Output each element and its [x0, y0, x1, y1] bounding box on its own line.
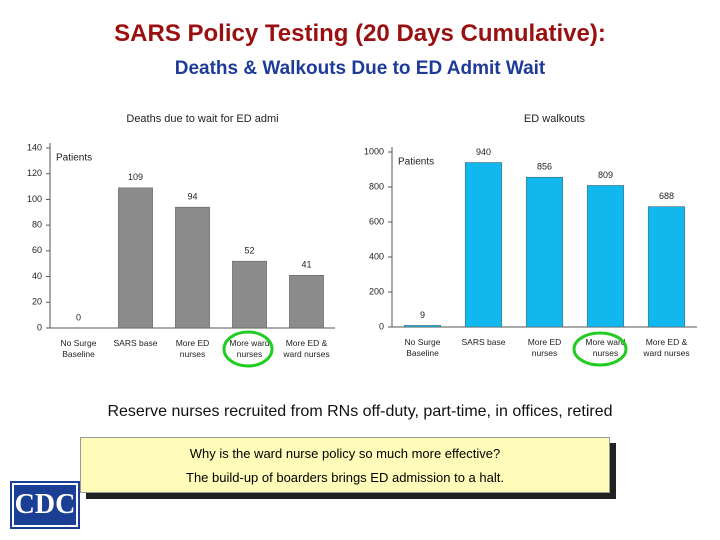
y-tick-label: 80	[32, 220, 42, 230]
data-label: 688	[659, 191, 674, 201]
highlight-ellipse	[572, 331, 628, 367]
chart-panel: Deaths due to wait for ED admi Patients 0 2…	[15, 100, 360, 380]
bar	[289, 275, 324, 329]
callout-line: The build-up of boarders brings ED admis…	[186, 470, 504, 485]
data-label: 109	[128, 172, 143, 182]
x-tick-label: SARS base	[461, 337, 506, 347]
bar	[118, 187, 153, 329]
bar	[403, 325, 442, 328]
data-label: 41	[301, 260, 311, 270]
y-tick-label: 200	[369, 286, 384, 296]
y-tick-label: 100	[27, 194, 42, 204]
x-tick-label: More ward nurses	[229, 338, 270, 359]
bar	[175, 206, 210, 329]
x-tick-label: More ED nurses	[175, 338, 210, 359]
data-label: 940	[476, 147, 491, 157]
data-label: 0	[76, 312, 81, 322]
y-tick-label: 20	[32, 297, 42, 307]
x-tick-label: More ward nurses	[585, 337, 626, 358]
bar	[586, 185, 625, 328]
y-tick-label: 400	[369, 251, 384, 261]
data-label: 856	[537, 162, 552, 172]
callout-box: Why is the ward nurse policy so much mor…	[80, 437, 610, 493]
y-tick-label: 120	[27, 168, 42, 178]
y-tick-label: 140	[27, 142, 42, 152]
bar	[232, 260, 267, 329]
x-tick-label: No Surge Baseline	[404, 337, 441, 358]
x-tick-label: More ED nurses	[527, 337, 562, 358]
y-tick-label: 60	[32, 245, 42, 255]
y-tick-label: 0	[379, 321, 384, 331]
chart: ED walkouts Patients 0 200 400 600 800 1000 9 940…	[364, 113, 697, 331]
y-tick-label: 800	[369, 181, 384, 191]
chart-panel: ED walkouts Patients 0 200 400 600 800 1000 9 940…	[362, 100, 702, 380]
x-tick-label: More ED & ward nurses	[283, 338, 330, 359]
data-label: 52	[244, 246, 254, 256]
data-label: 9	[420, 310, 425, 320]
y-tick-label: 600	[369, 216, 384, 226]
bar	[647, 206, 686, 328]
y-axis-label: Patients	[398, 157, 434, 168]
callout-line: Why is the ward nurse policy so much mor…	[189, 446, 501, 461]
chart-title: ED walkouts	[524, 113, 586, 125]
slide-title: SARS Policy Testing (20 Days Cumulative)…	[114, 20, 606, 47]
highlight-ellipse	[222, 330, 274, 368]
cdc-logo: CDC	[10, 481, 80, 529]
caption: Reserve nurses recruited from RNs off-du…	[107, 403, 613, 420]
bar	[525, 176, 564, 328]
bar	[464, 162, 503, 328]
x-tick-label: SARS base	[113, 338, 158, 348]
y-tick-label: 0	[37, 322, 42, 332]
y-axis-label: Patients	[56, 153, 92, 164]
data-label: 94	[187, 192, 197, 202]
x-tick-label: More ED & ward nurses	[643, 337, 690, 358]
slide-subtitle: Deaths & Walkouts Due to ED Admit Wait	[174, 58, 546, 79]
y-tick-label: 40	[32, 271, 42, 281]
data-label: 809	[598, 170, 613, 180]
x-tick-label: No Surge Baseline	[60, 338, 97, 359]
chart-title: Deaths due to wait for ED admi	[126, 113, 278, 125]
y-tick-label: 1000	[364, 146, 384, 156]
chart: Deaths due to wait for ED admi Patients 0 2…	[27, 113, 335, 332]
highlight-layer	[222, 330, 628, 368]
